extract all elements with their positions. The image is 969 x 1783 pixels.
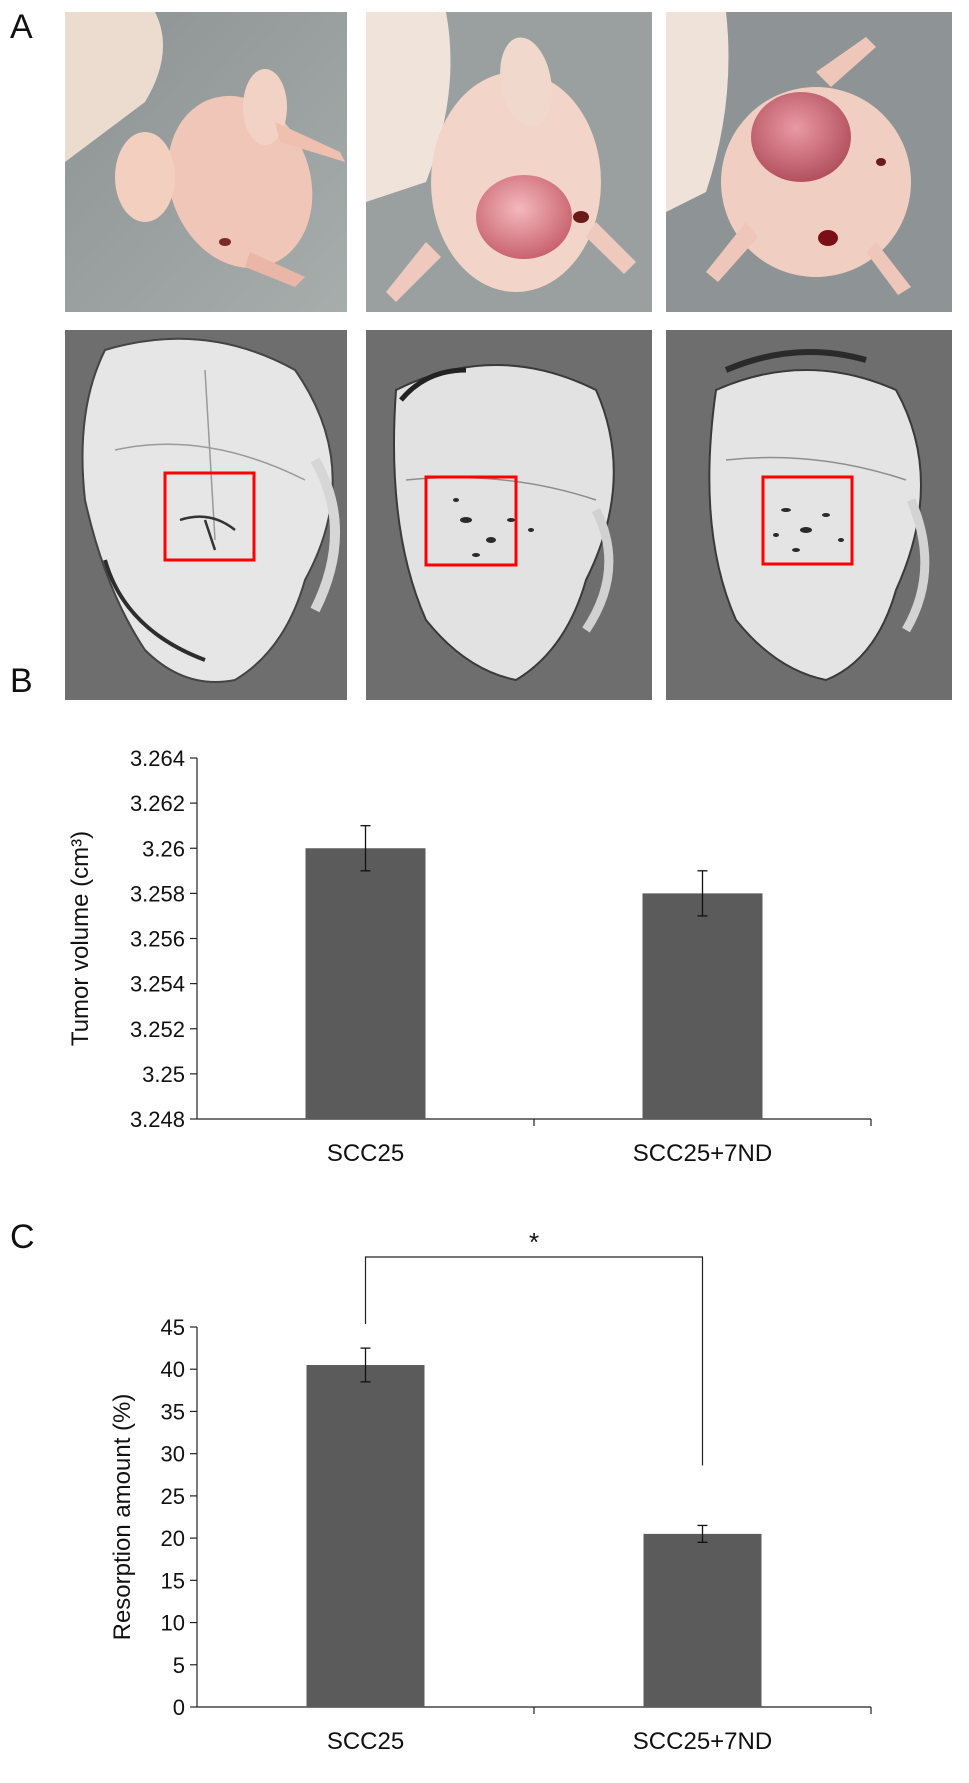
skull-scan-scc25-7nd (666, 330, 952, 700)
y-tick-label: 40 (161, 1357, 185, 1382)
x-tick-label: SCC25+7ND (633, 1728, 772, 1755)
x-tick-label: SCC25 (327, 1140, 404, 1167)
y-tick-label: 20 (161, 1526, 185, 1551)
y-tick-label: 5 (173, 1653, 185, 1678)
y-tick-label: 3.252 (130, 1017, 185, 1042)
y-axis-label: Resorption amount (%) (109, 1394, 136, 1641)
y-tick-label: 10 (161, 1611, 185, 1636)
y-tick-label: 3.264 (130, 746, 185, 771)
significance-bracket (364, 1256, 704, 1466)
y-tick-label: 15 (161, 1568, 185, 1593)
bar-scc25-7nd (642, 893, 763, 1119)
y-tick-label: 0 (173, 1695, 185, 1720)
y-tick-label: 3.256 (130, 927, 185, 952)
bar-scc25-7nd (643, 1533, 762, 1707)
mouse-photo-control (65, 12, 347, 312)
y-tick-label: 3.262 (130, 791, 185, 816)
y-tick-label: 3.248 (130, 1107, 185, 1132)
y-tick-label: 3.25 (142, 1062, 185, 1087)
y-tick-label: 35 (161, 1399, 185, 1424)
y-axis-label: Tumor volume (cm³) (67, 831, 94, 1046)
panel-label-b: B (10, 662, 33, 700)
y-tick-label: 3.254 (130, 972, 185, 997)
y-tick-label: 3.26 (142, 836, 185, 861)
significance-marker: * (529, 1227, 539, 1257)
panel-label-c: C (10, 1218, 35, 1256)
tumor-volume-chart: 3.248 3.25 3.252 3.254 3.256 3.258 3.26 3.262 3.… (67, 746, 872, 1167)
bar-scc25 (306, 1365, 425, 1707)
mouse-photo-scc25 (366, 12, 652, 312)
y-tick-label: 3.258 (130, 881, 185, 906)
mouse-photo-scc25-7nd (666, 12, 952, 312)
y-tick-label: 45 (161, 1315, 185, 1340)
panel-label-a: A (10, 8, 33, 46)
skull-scan-control (65, 330, 347, 700)
y-tick-label: 25 (161, 1484, 185, 1509)
skull-scan-scc25 (366, 330, 652, 700)
x-tick-label: SCC25+7ND (633, 1140, 772, 1167)
x-tick-label: SCC25 (327, 1728, 404, 1755)
y-tick-label: 30 (161, 1442, 185, 1467)
bar-scc25 (305, 848, 426, 1119)
resorption-amount-chart: 0 5 10 15 20 25 30 35 40 45 SCC25 SCC25+7ND Resorpti… (109, 1227, 872, 1755)
